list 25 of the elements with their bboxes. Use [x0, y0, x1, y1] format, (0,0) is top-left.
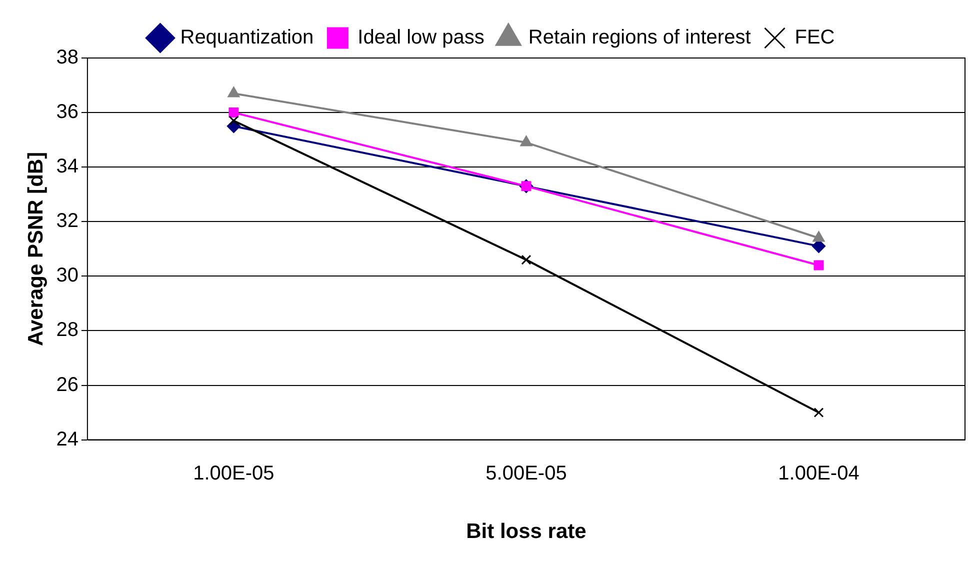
legend-label: Retain regions of interest: [528, 26, 752, 49]
legend-label: FEC: [794, 26, 835, 49]
y-tick-label: 24: [56, 428, 78, 450]
x-axis-title: Bit loss rate: [466, 520, 586, 544]
x-tick-label: 1.00E-05: [193, 462, 274, 484]
point: [812, 231, 825, 242]
point: [814, 260, 824, 270]
y-tick-label: 38: [56, 46, 78, 69]
legend-label: Ideal low pass: [358, 26, 484, 49]
y-tick-label: 36: [56, 101, 78, 124]
y-tick-label: 32: [56, 210, 78, 232]
x-tick-label: 1.00E-04: [778, 462, 860, 484]
point: [521, 254, 532, 265]
y-tick-label: 30: [56, 264, 78, 287]
point: [228, 108, 239, 118]
point: [228, 116, 239, 126]
x-tick-label: 5.00E-05: [486, 462, 567, 484]
y-tick-label: 28: [56, 319, 78, 342]
legend-label: Requantization: [180, 26, 314, 49]
y-tick-label: 34: [56, 156, 78, 178]
y-tick-label: 26: [56, 374, 78, 396]
point: [228, 86, 240, 98]
point: [814, 408, 824, 418]
y-axis-title: Average PSNR [dB]: [24, 152, 48, 346]
point: [520, 136, 532, 146]
